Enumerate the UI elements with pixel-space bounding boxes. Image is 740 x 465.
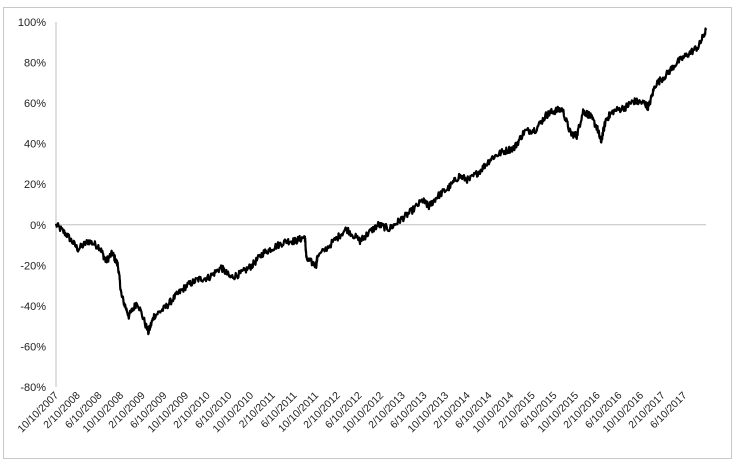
y-tick-label: -20% bbox=[20, 260, 46, 272]
y-tick-label: 60% bbox=[24, 98, 46, 110]
y-tick-label: 20% bbox=[24, 179, 46, 191]
y-tick-label: -80% bbox=[20, 382, 46, 394]
series-line bbox=[54, 27, 708, 336]
y-tick-label: 0% bbox=[30, 220, 46, 232]
y-tick-label: -60% bbox=[20, 341, 46, 353]
y-tick-label: 100% bbox=[18, 17, 46, 29]
y-tick-label: -40% bbox=[20, 301, 46, 313]
y-tick-label: 40% bbox=[24, 139, 46, 151]
y-tick-label: 80% bbox=[24, 58, 46, 70]
